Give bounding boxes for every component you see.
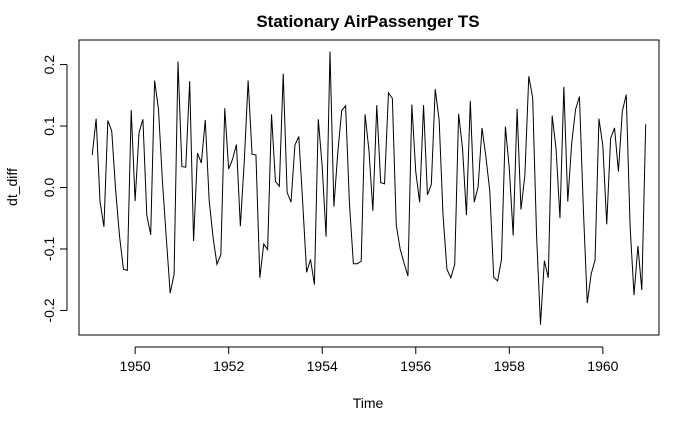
x-tick-label: 1958 [494,358,525,374]
y-axis-label: dt_diff [4,168,20,206]
x-tick-label: 1950 [120,358,151,374]
y-tick-label: 0.2 [41,55,57,75]
chart-title: Stationary AirPassenger TS [256,12,479,31]
x-tick-label: 1956 [400,358,431,374]
x-axis-label: Time [353,395,384,411]
x-tick-label: 1960 [587,358,618,374]
x-tick-label: 1952 [213,358,244,374]
series-line [91,51,647,325]
y-tick-label: 0.0 [41,178,57,198]
y-tick-label: -0.2 [41,298,57,322]
y-tick-label: 0.1 [41,116,57,136]
y-tick-label: -0.1 [41,237,57,261]
x-axis: 1950 1952 1954 1956 1958 1960 [120,346,619,374]
plot-box [78,39,660,336]
y-axis: -0.2 -0.1 0.0 0.1 0.2 [41,55,68,322]
x-tick-label: 1954 [307,358,338,374]
